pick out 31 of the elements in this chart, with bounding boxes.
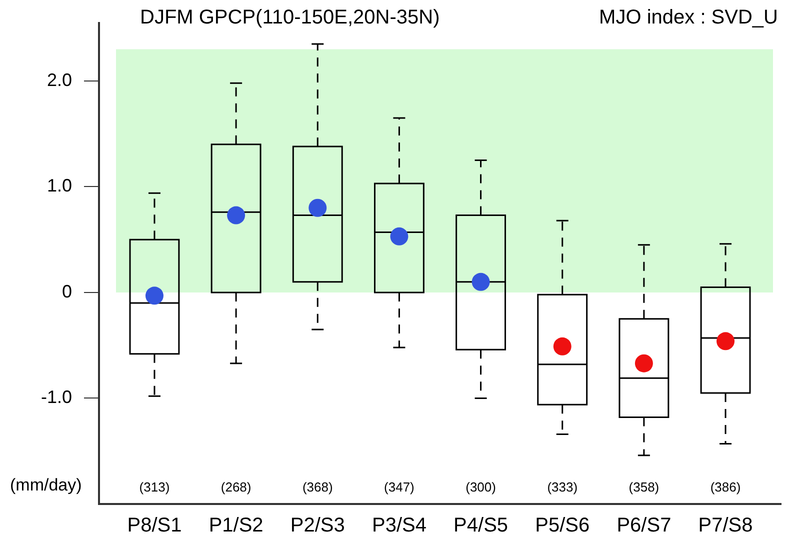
- y-tick-label: -1.0: [40, 387, 72, 408]
- y-tick-label: 2.0: [46, 70, 72, 90]
- annotation: (368): [302, 480, 333, 495]
- x-tick-label: P1/S2: [208, 514, 264, 537]
- y-axis-title: (mm/day): [10, 476, 82, 495]
- x-tick-label: P3/S4: [372, 514, 426, 537]
- point: [716, 332, 735, 350]
- annotation: (300): [466, 480, 496, 495]
- y-tick-label: 1.0: [46, 176, 72, 196]
- point: [472, 272, 490, 291]
- point: [634, 354, 653, 372]
- annotation: (358): [628, 480, 660, 495]
- point: [390, 227, 408, 246]
- annotation: (347): [384, 480, 414, 495]
- annotation: (313): [139, 480, 170, 495]
- annotation: (386): [710, 480, 741, 495]
- y-tick-label: 0: [62, 281, 72, 302]
- chart-subtitle: MJO index : SVD_U: [599, 6, 778, 29]
- x-tick-label: P8/S1: [127, 514, 182, 537]
- annotation: (268): [220, 480, 252, 495]
- x-tick-label: P6/S7: [616, 514, 672, 537]
- point: [308, 198, 327, 217]
- x-tick-label: P4/S5: [454, 514, 508, 537]
- x-tick-label: P7/S8: [698, 514, 753, 537]
- x-tick-label: P2/S3: [290, 514, 345, 537]
- x-tick-label: P5/S6: [535, 514, 590, 537]
- point: [227, 206, 246, 224]
- point: [553, 337, 572, 356]
- annotation: (333): [547, 480, 578, 495]
- point: [145, 286, 164, 305]
- chart-title: DJFM GPCP(110-150E,20N-35N): [140, 6, 440, 29]
